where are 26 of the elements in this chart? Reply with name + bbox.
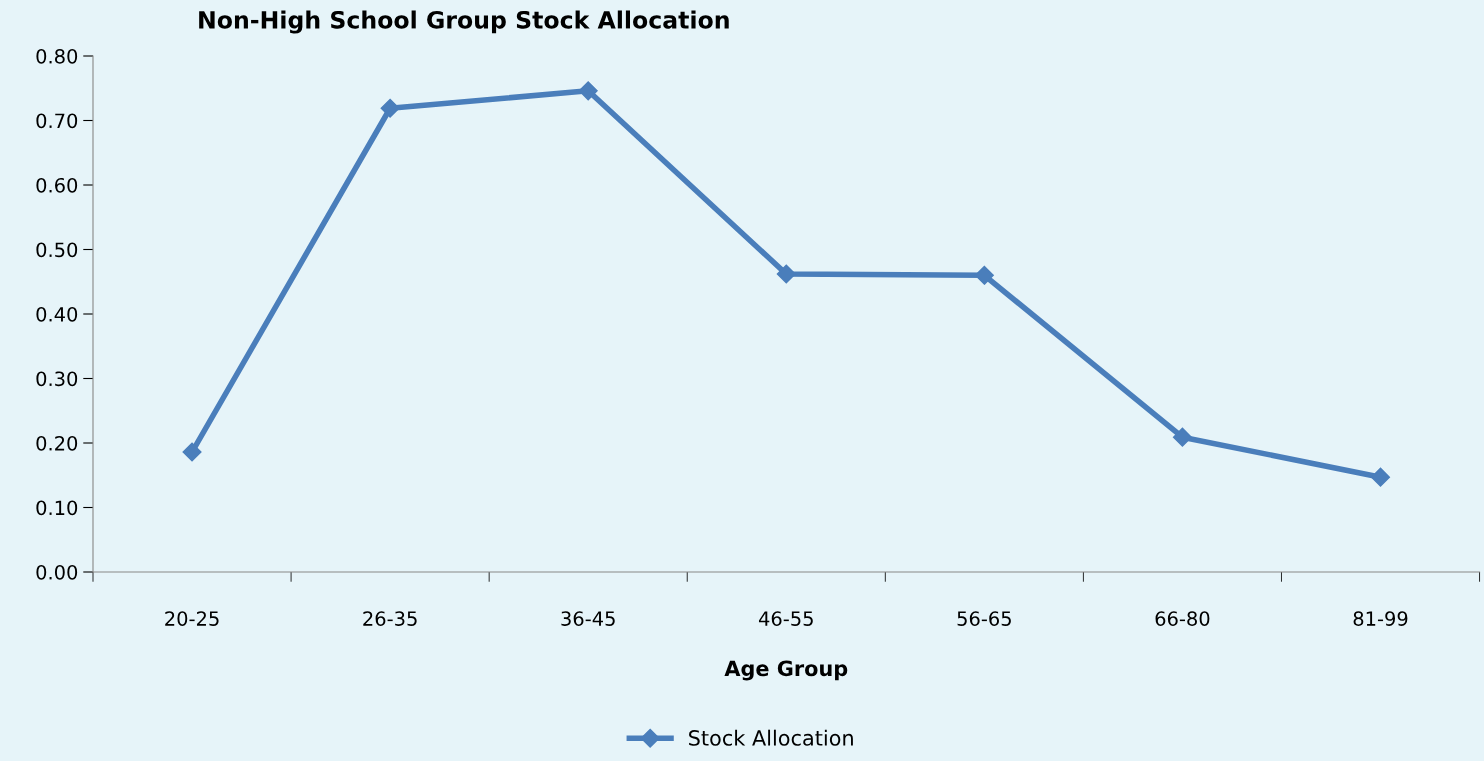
point <box>380 98 400 118</box>
point <box>1172 427 1192 447</box>
x-tick-label: 81-99 <box>1353 611 1408 626</box>
x-tick-label: 36-45 <box>561 611 615 626</box>
point <box>1370 467 1391 487</box>
x-axis-title: Age Group <box>724 660 848 681</box>
y-tick-label: 0.40 <box>36 306 78 322</box>
x-tick-label: 46-55 <box>758 611 813 626</box>
chart-title: Non-High School Group Stock Allocation <box>199 10 729 34</box>
point <box>974 265 994 285</box>
y-tick-label: 0.50 <box>36 242 78 258</box>
y-tick-label: 0.60 <box>36 177 78 193</box>
legend-label: Stock Allocation <box>689 729 853 746</box>
y-tick-label: 0.70 <box>36 113 78 129</box>
y-tick-label: 0.20 <box>36 435 78 451</box>
y-tick-label: 0.80 <box>36 48 78 64</box>
x-tick-label: 26-35 <box>363 611 417 626</box>
point <box>776 264 796 284</box>
point <box>182 442 202 462</box>
x-tick-label: 56-65 <box>957 611 1011 626</box>
y-tick-label: 0.00 <box>36 564 78 580</box>
y-tick-label: 0.30 <box>36 371 78 387</box>
y-tick-label: 0.10 <box>36 500 78 516</box>
x-tick-label: 20-25 <box>165 611 219 626</box>
point <box>578 81 598 101</box>
x-tick-label: 66-80 <box>1155 611 1210 626</box>
